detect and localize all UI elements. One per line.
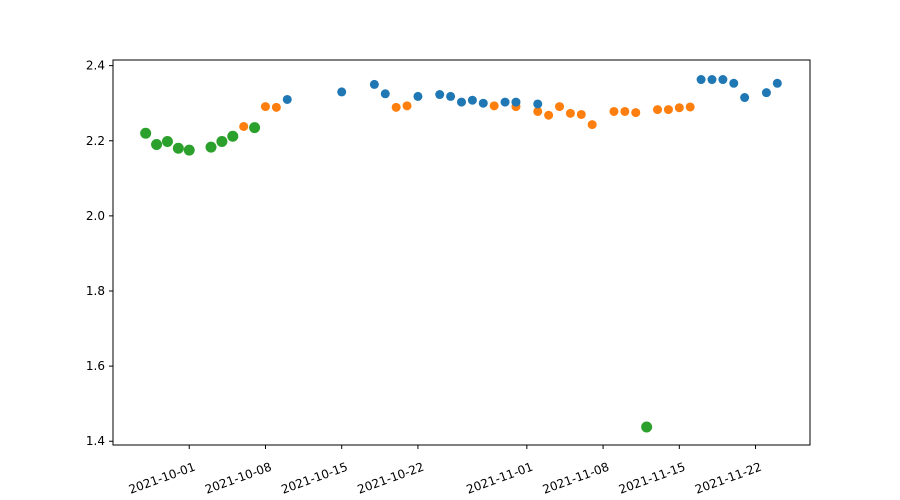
x-tick-label: 2021-11-15 bbox=[617, 460, 687, 497]
data-point bbox=[533, 106, 543, 116]
data-point bbox=[511, 97, 521, 107]
y-tick-label: 2.2 bbox=[86, 134, 105, 148]
y-tick-label: 2.4 bbox=[86, 59, 105, 73]
data-point bbox=[151, 139, 163, 151]
data-point bbox=[260, 102, 270, 112]
x-axis-ticks: 2021-10-01 2021-10-08 2021-10-15 2021-10-22… bbox=[127, 445, 763, 497]
x-tick-label: 2021-10-01 bbox=[127, 460, 197, 497]
data-point bbox=[282, 94, 292, 104]
plot-area-frame bbox=[112, 59, 811, 446]
x-tick-label: 2021-10-15 bbox=[279, 460, 349, 497]
data-point bbox=[457, 97, 466, 107]
data-point bbox=[620, 106, 630, 116]
data-points bbox=[140, 75, 782, 433]
data-point bbox=[216, 136, 228, 148]
data-point bbox=[718, 75, 728, 85]
data-point bbox=[674, 103, 684, 113]
data-point bbox=[772, 78, 782, 88]
data-point bbox=[631, 108, 641, 118]
data-point bbox=[565, 108, 575, 118]
y-tick-label: 1.6 bbox=[86, 359, 105, 373]
data-point bbox=[587, 120, 597, 130]
data-point bbox=[707, 75, 717, 85]
data-point bbox=[140, 127, 152, 139]
data-point bbox=[761, 88, 771, 98]
x-tick-label: 2021-11-08 bbox=[541, 460, 611, 497]
data-point bbox=[413, 91, 423, 101]
data-point bbox=[205, 141, 217, 153]
data-point bbox=[609, 106, 619, 116]
data-point bbox=[446, 91, 456, 101]
data-point bbox=[172, 142, 184, 154]
data-point bbox=[533, 99, 543, 109]
data-point bbox=[183, 144, 195, 156]
data-point bbox=[641, 421, 653, 433]
data-point bbox=[544, 110, 554, 120]
y-tick-label: 1.8 bbox=[86, 284, 105, 298]
data-point bbox=[239, 121, 249, 131]
data-point bbox=[500, 97, 510, 107]
data-point bbox=[685, 102, 695, 112]
data-point bbox=[740, 93, 750, 103]
data-point bbox=[467, 95, 477, 105]
data-point bbox=[391, 102, 401, 112]
data-point bbox=[435, 90, 445, 100]
y-tick-label: 1.4 bbox=[86, 434, 105, 448]
data-point bbox=[380, 89, 390, 99]
data-point bbox=[489, 101, 499, 111]
data-point bbox=[663, 105, 673, 115]
data-point bbox=[576, 109, 586, 119]
x-tick-label: 2021-10-08 bbox=[203, 460, 273, 497]
x-tick-label: 2021-11-01 bbox=[464, 460, 534, 497]
data-point bbox=[249, 122, 261, 134]
data-point bbox=[227, 130, 239, 142]
data-point bbox=[271, 102, 281, 112]
y-axis-ticks: 1.4 1.6 1.8 2.0 2.2 2.4 bbox=[86, 59, 113, 448]
data-point bbox=[369, 79, 379, 89]
x-tick-label: 2021-10-22 bbox=[356, 460, 426, 497]
data-point bbox=[555, 102, 565, 112]
x-tick-label: 2021-11-22 bbox=[693, 460, 763, 497]
data-point bbox=[653, 105, 663, 115]
y-tick-label: 2.0 bbox=[86, 209, 105, 223]
data-point bbox=[478, 98, 488, 108]
data-point bbox=[729, 78, 739, 88]
data-point bbox=[337, 87, 347, 97]
data-point bbox=[161, 136, 173, 148]
data-point bbox=[696, 75, 706, 85]
data-point bbox=[402, 101, 412, 111]
